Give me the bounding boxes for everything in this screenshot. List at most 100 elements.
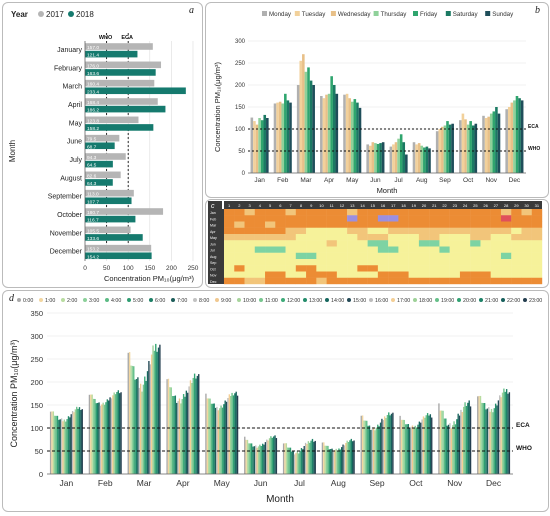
bar-2018: [85, 50, 138, 58]
heat-cell: [439, 277, 450, 285]
col-label: 7: [290, 203, 293, 208]
bar-hour: [327, 445, 329, 474]
heat-cell: [531, 265, 543, 272]
heat-cell: [398, 234, 409, 241]
heat-cell: [449, 234, 461, 241]
bar-hour: [245, 439, 247, 474]
heat-cell: [254, 221, 266, 228]
col-label: 18: [401, 203, 406, 208]
bar-hour: [350, 438, 353, 474]
bar-hour: [272, 436, 275, 474]
x-tick-label: Dec: [509, 177, 521, 184]
y-tick-label: 100: [30, 424, 43, 433]
bar-friday: [423, 147, 426, 173]
heat-cell: [459, 215, 471, 222]
heat-cell: [357, 246, 368, 253]
legend-marker: [347, 298, 351, 302]
heat-cell: [367, 215, 379, 222]
bar-sunday: [335, 93, 339, 173]
bar-hour: [217, 410, 219, 474]
bar-monday: [343, 94, 346, 173]
bar-hour: [192, 377, 194, 474]
heat-cell: [347, 240, 358, 247]
legend-marker: [391, 298, 395, 302]
row-label: Mar: [210, 224, 217, 228]
y-tick-label: 300: [235, 39, 246, 45]
heat-cell: [418, 246, 430, 253]
bar-hour: [224, 400, 226, 474]
value-label-2018: 163.6: [87, 71, 99, 77]
heat-cell: [480, 234, 491, 241]
bar-hour: [210, 403, 213, 474]
heat-cell: [275, 259, 286, 266]
legend-label: 23:00: [529, 298, 542, 304]
row-label: Nov: [210, 274, 217, 278]
value-label-2018: 121.4: [87, 53, 99, 59]
bar-hour: [155, 343, 157, 474]
x-tick-label: Jul: [394, 177, 403, 184]
heat-cell: [316, 221, 327, 228]
bar-hour: [180, 403, 182, 474]
bar-hour: [314, 440, 316, 474]
bar-hour: [206, 398, 208, 474]
value-label-2017: 113.0: [87, 192, 99, 198]
heat-cell: [285, 277, 297, 285]
col-label: 3: [249, 203, 252, 208]
bar-tuesday: [276, 102, 279, 173]
bar-hour: [332, 451, 335, 474]
col-label: 13: [350, 203, 355, 208]
legend-label: 0:00: [23, 298, 33, 304]
heat-cell: [224, 215, 235, 222]
bar-hour: [411, 425, 414, 474]
heat-cell: [418, 265, 430, 272]
heat-cell: [347, 271, 358, 278]
bar-hour: [91, 394, 93, 474]
bar-saturday: [332, 85, 336, 173]
bar-hour: [410, 426, 412, 474]
y-axis-label: Concentration PM₁₀(μg/m³): [9, 340, 19, 448]
bar-hour: [485, 409, 487, 474]
legend-label: 20:00: [463, 298, 476, 304]
bar-hour: [303, 446, 305, 474]
bar-hour: [341, 447, 343, 474]
bar-hour: [260, 445, 262, 474]
legend-marker: [413, 298, 417, 302]
x-tick-label: Sep: [439, 177, 451, 184]
value-label-2017: 176.0: [87, 63, 99, 69]
heat-cell: [275, 227, 286, 235]
y-tick-label: January: [57, 47, 82, 54]
heat-cell: [265, 221, 276, 228]
value-label-2018: 233.4: [87, 89, 99, 95]
bar-hour: [385, 418, 387, 474]
y-tick-label: 0: [39, 470, 43, 479]
bar-saturday: [356, 102, 359, 173]
col-label: 22: [442, 203, 447, 208]
bar-hour: [274, 435, 276, 474]
heat-cell: [521, 234, 532, 241]
legend-label: 11:00: [265, 298, 278, 304]
heat-cell: [336, 234, 348, 241]
bar-hour: [225, 401, 228, 474]
heat-cell: [295, 246, 307, 253]
heat-cell: [234, 259, 245, 266]
chart-a: Year 2017 2018 0 50 100 150 200 250 WHO ECA 157.0 12…: [8, 10, 199, 283]
heat-cell: [511, 234, 522, 241]
bar-hour: [492, 412, 494, 474]
x-tick-label: Jan: [254, 177, 265, 184]
row-label: Dec: [210, 280, 217, 284]
y-tick-label: September: [48, 194, 83, 201]
ref-label-eca: ECA: [516, 422, 530, 429]
heat-cell: [224, 227, 235, 235]
bar-saturday: [448, 124, 452, 173]
heat-cell: [521, 259, 532, 266]
bar-hour: [193, 373, 196, 474]
row-label: Jul: [210, 249, 215, 253]
heat-cell: [234, 221, 245, 228]
row-label: Sep: [210, 261, 216, 265]
heat-cell: [521, 265, 532, 272]
bar-hour: [400, 419, 403, 474]
heat-cell: [408, 252, 420, 260]
col-label: 28: [504, 203, 509, 208]
legend-marker: [149, 298, 153, 302]
legend-marker: [435, 298, 439, 302]
